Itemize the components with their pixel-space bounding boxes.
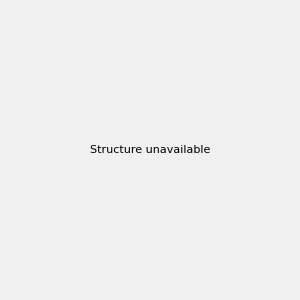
Text: Structure unavailable: Structure unavailable <box>90 145 210 155</box>
